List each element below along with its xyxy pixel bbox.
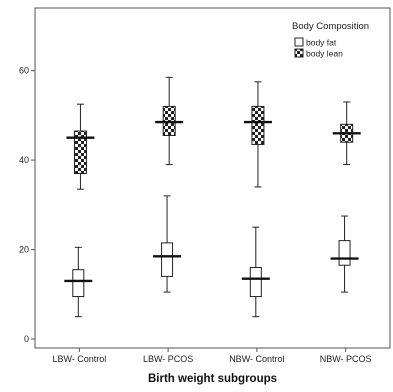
x-tick-label: LBW- Control bbox=[52, 354, 106, 364]
box-body-lean bbox=[243, 81, 272, 188]
legend-entry-label: body fat bbox=[306, 38, 337, 48]
x-tick-label: NBW- Control bbox=[229, 354, 284, 364]
box-iqr bbox=[251, 105, 265, 145]
legend-entry-label: body lean bbox=[306, 49, 343, 59]
box-body-lean bbox=[155, 76, 184, 166]
box-body-fat bbox=[64, 246, 93, 318]
legend-swatch bbox=[294, 37, 304, 47]
box-body-lean bbox=[66, 103, 95, 190]
legend-swatch bbox=[294, 48, 304, 58]
legend-title: Body Composition bbox=[292, 21, 369, 32]
y-tick-label: 0 bbox=[24, 334, 29, 344]
box-iqr bbox=[249, 266, 262, 298]
box-iqr bbox=[338, 240, 351, 266]
y-tick-label: 60 bbox=[19, 66, 29, 76]
y-tick-label: 40 bbox=[19, 155, 29, 165]
box-iqr bbox=[161, 242, 174, 277]
x-tick-label: NBW- PCOS bbox=[320, 354, 372, 364]
box-iqr bbox=[73, 130, 87, 175]
x-axis-label: Birth weight subgroups bbox=[148, 373, 277, 385]
box-iqr bbox=[72, 269, 85, 298]
box-body-lean bbox=[332, 101, 361, 166]
x-tick-label: LBW- PCOS bbox=[143, 354, 193, 364]
box-body-fat bbox=[153, 195, 182, 293]
y-tick-label: 20 bbox=[19, 245, 29, 255]
box-body-fat bbox=[330, 215, 359, 293]
plot-frame bbox=[34, 7, 391, 349]
box-body-fat bbox=[241, 226, 270, 318]
